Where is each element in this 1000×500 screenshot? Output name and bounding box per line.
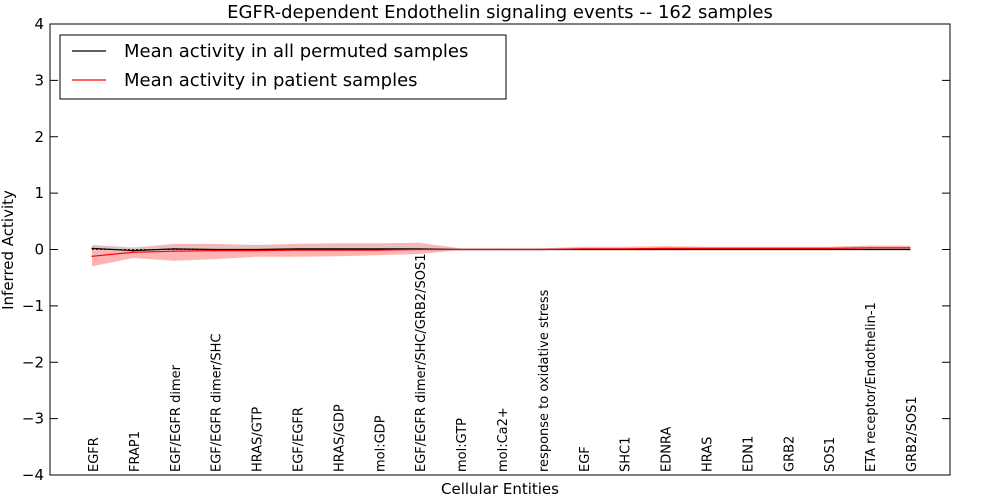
- y-axis: 4 3 2 1 0 −1 −2 −3 −4: [22, 15, 950, 484]
- x-tick-label: mol:Ca2+: [496, 407, 511, 472]
- data-point: [909, 248, 911, 251]
- x-tick-label: HRAS: [701, 437, 716, 472]
- data-point: [377, 248, 379, 250]
- data-point: [827, 247, 829, 249]
- data-point: [173, 248, 175, 250]
- data-point: [582, 248, 584, 250]
- data-point: [664, 247, 666, 249]
- y-tick-label: −2: [22, 353, 44, 371]
- y-tick-label: 0: [34, 241, 44, 259]
- x-tick-label: EDN1: [741, 436, 756, 472]
- data-point: [541, 248, 543, 251]
- data-point: [909, 247, 911, 249]
- data-point: [91, 247, 93, 249]
- x-tick-label: EDNRA: [660, 427, 675, 472]
- y-tick-label: 2: [34, 128, 44, 146]
- x-axis-title: Cellular Entities: [441, 480, 559, 498]
- legend: Mean activity in all permuted samples Me…: [59, 34, 507, 100]
- data-point: [704, 247, 707, 249]
- x-tick-label: EGF/EGFR: [292, 407, 307, 472]
- x-axis: EGFR FRAP1 EGF/EGFR dimer EGF/EGFR dimer/SH…: [87, 254, 920, 473]
- x-tick-label: GRB2: [782, 436, 797, 472]
- x-tick-label: SHC1: [619, 437, 634, 472]
- y-axis-title: Inferred Activity: [0, 190, 17, 310]
- data-point: [91, 255, 93, 257]
- data-point: [418, 248, 420, 251]
- y-tick-label: 1: [34, 184, 44, 202]
- data-point: [295, 249, 298, 251]
- data-point: [295, 248, 298, 250]
- data-point: [704, 248, 707, 251]
- x-tick-label: HRAS/GTP: [251, 407, 266, 472]
- data-point: [786, 248, 788, 251]
- x-tick-label: SOS1: [823, 437, 838, 472]
- data-point: [623, 248, 625, 250]
- data-point: [500, 248, 502, 251]
- x-tick-label: EGF/EGFR dimer/SHC: [210, 334, 225, 472]
- x-tick-label: response to oxidative stress: [537, 289, 552, 472]
- data-point: [336, 249, 338, 251]
- data-point: [255, 250, 257, 252]
- x-tick-label: EGF: [578, 446, 593, 472]
- data-point: [868, 247, 870, 249]
- x-tick-label: HRAS/GDP: [332, 404, 347, 472]
- legend-label-permuted: Mean activity in all permuted samples: [124, 41, 468, 62]
- data-point: [255, 248, 257, 251]
- data-point: [745, 247, 748, 249]
- data-point: [459, 248, 461, 251]
- plot-area: [49, 23, 951, 476]
- x-tick-label: EGF/EGFR dimer: [169, 364, 184, 472]
- y-tick-label: −3: [22, 410, 44, 428]
- data-point: [827, 248, 829, 251]
- y-tick-label: −4: [22, 466, 44, 484]
- data-point: [336, 248, 338, 250]
- y-tick-label: 3: [34, 71, 44, 89]
- x-tick-label: GRB2/SOS1: [905, 396, 920, 472]
- data-point: [664, 248, 666, 251]
- x-tick-label: FRAP1: [128, 431, 143, 472]
- data-point: [786, 247, 788, 249]
- data-point: [214, 250, 216, 252]
- x-tick-label: EGF/EGFR dimer/SHC/GRB2/SOS1: [414, 254, 429, 473]
- data-point: [173, 250, 175, 252]
- chart-title: EGFR-dependent Endothelin signaling even…: [227, 2, 773, 23]
- data-point: [132, 251, 134, 253]
- x-tick-label: mol:GDP: [373, 415, 388, 472]
- data-point: [745, 248, 748, 251]
- x-tick-label: EGFR: [87, 437, 102, 472]
- data-point: [132, 250, 134, 252]
- y-tick-label: −1: [22, 297, 44, 315]
- data-point: [377, 249, 379, 251]
- x-tick-label: ETA receptor/Endothelin-1: [864, 302, 879, 472]
- x-tick-label: mol:GTP: [455, 418, 470, 472]
- legend-label-patient: Mean activity in patient samples: [124, 70, 418, 91]
- legend-box: [59, 34, 507, 100]
- data-point: [868, 248, 870, 251]
- data-point: [214, 248, 216, 251]
- y-tick-label: 4: [34, 15, 44, 33]
